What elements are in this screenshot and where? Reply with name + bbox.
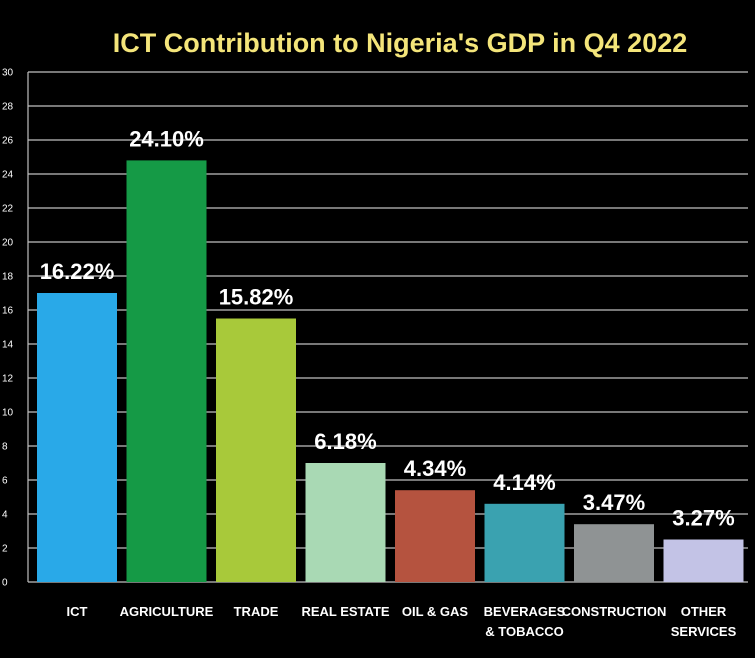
data-label: 3.27%: [672, 506, 734, 531]
y-tick-label: 6: [2, 476, 8, 487]
data-label: 3.47%: [583, 490, 645, 515]
y-tick-label: 4: [2, 510, 8, 521]
category-label: OIL & GAS: [402, 604, 469, 619]
bar: [37, 293, 117, 582]
bars: [37, 160, 744, 582]
data-label: 6.18%: [314, 429, 376, 454]
category-label: & TOBACCO: [485, 624, 563, 639]
chart-title: ICT Contribution to Nigeria's GDP in Q4 …: [113, 28, 688, 58]
category-label: CONSTRUCTION: [562, 604, 667, 619]
y-tick-label: 22: [2, 204, 14, 215]
category-label: AGRICULTURE: [120, 604, 214, 619]
y-tick-label: 26: [2, 136, 14, 147]
category-labels: ICT AGRICULTURE TRADE REAL ESTATE OIL & GAS B…: [67, 604, 737, 639]
category-label: ICT: [67, 604, 88, 619]
category-label: TRADE: [234, 604, 279, 619]
bar: [395, 490, 475, 582]
bar: [484, 503, 565, 582]
y-tick-label: 20: [2, 238, 14, 249]
y-tick-label: 2: [2, 544, 8, 555]
y-tick-label: 30: [2, 68, 14, 79]
data-label: 4.34%: [404, 456, 466, 481]
category-label: REAL ESTATE: [301, 604, 389, 619]
y-tick-label: 8: [2, 442, 8, 453]
bar: [305, 463, 386, 582]
value-labels: 16.22% 24.10% 15.82% 6.18% 4.34% 4.14% 3.47% 3.…: [40, 126, 735, 530]
category-label: OTHER: [681, 604, 727, 619]
bar: [574, 524, 654, 582]
y-tick-label: 14: [2, 340, 14, 351]
y-tick-label: 12: [2, 374, 14, 385]
y-tick-label: 10: [2, 408, 14, 419]
bar: [663, 539, 744, 582]
data-label: 24.10%: [129, 126, 204, 151]
bar: [126, 160, 207, 582]
category-label: SERVICES: [671, 624, 737, 639]
y-tick-label: 18: [2, 272, 14, 283]
data-label: 4.14%: [493, 470, 555, 495]
y-tick-label: 0: [2, 578, 8, 589]
data-label: 15.82%: [219, 285, 294, 310]
category-label: BEVERAGES: [484, 604, 566, 619]
data-label: 16.22%: [40, 259, 115, 284]
y-tick-label: 24: [2, 170, 14, 181]
bar: [216, 318, 296, 582]
y-tick-label: 28: [2, 102, 14, 113]
y-tick-label: 16: [2, 306, 14, 317]
